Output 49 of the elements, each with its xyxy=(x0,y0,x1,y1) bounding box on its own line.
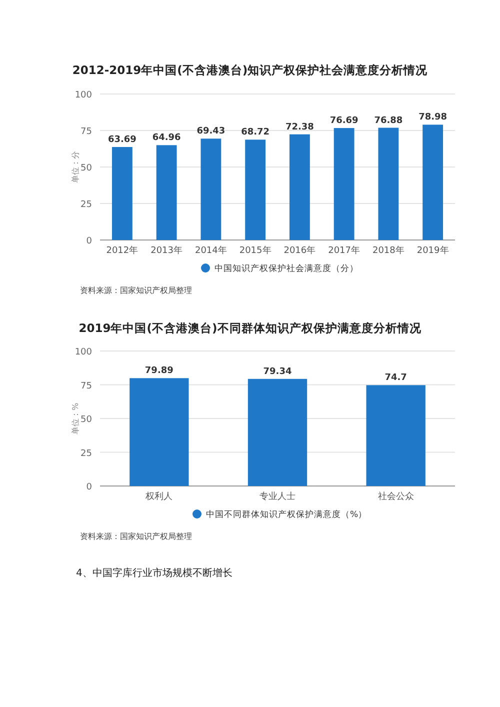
y-tick-label: 100 xyxy=(74,348,92,358)
bar xyxy=(334,128,354,240)
data-label: 76.69 xyxy=(330,116,358,126)
data-label: 68.72 xyxy=(241,128,270,138)
y-axis-title: 单位：% xyxy=(71,402,80,434)
data-label: 63.69 xyxy=(108,135,136,146)
bar xyxy=(245,140,266,240)
data-label: 79.89 xyxy=(144,366,174,376)
chart-title: 2019年中国(不含港澳台)不同群体知识产权保护满意度分析情况 xyxy=(78,321,422,335)
data-label: 79.34 xyxy=(263,366,292,377)
y-tick-label: 100 xyxy=(74,90,92,100)
y-tick-label: 75 xyxy=(80,381,92,392)
x-tick-label: 权利人 xyxy=(144,491,173,502)
data-label: 64.96 xyxy=(152,133,181,144)
x-tick-label: 专业人士 xyxy=(260,491,296,502)
bar xyxy=(378,128,399,240)
x-tick-label: 2012年 xyxy=(106,245,138,256)
y-tick-label: 75 xyxy=(80,127,92,137)
data-label: 69.43 xyxy=(196,126,226,137)
y-tick-label: 0 xyxy=(86,482,92,492)
chart-title: 2012-2019年中国(不含港澳台)知识产权保护社会满意度分析情况 xyxy=(72,63,429,77)
bar xyxy=(156,145,177,240)
y-tick-label: 50 xyxy=(80,415,92,425)
bar xyxy=(289,134,310,240)
y-tick-label: 25 xyxy=(80,448,92,459)
legend-label: 中国知识产权保护社会满意度（分） xyxy=(214,263,358,274)
x-tick-label: 社会公众 xyxy=(378,491,414,502)
y-tick-label: 25 xyxy=(80,200,92,210)
y-tick-label: 50 xyxy=(80,164,92,174)
bar xyxy=(112,147,132,240)
x-tick-label: 2019年 xyxy=(416,245,449,256)
text: 资料来源：国家知识产权局整理 xyxy=(80,532,192,541)
bar xyxy=(200,138,222,240)
x-tick-label: 2017年 xyxy=(328,245,360,256)
x-tick-label: 2013年 xyxy=(150,245,183,256)
text: 资料来源：国家知识产权局整理 xyxy=(80,286,192,295)
x-tick-label: 2018年 xyxy=(372,245,404,256)
x-tick-label: 2015年 xyxy=(239,245,272,256)
y-axis-title: 单位：分 xyxy=(71,151,80,183)
legend-label: 中国不同群体知识产权保护满意度（%） xyxy=(206,509,368,520)
x-tick-label: 2014年 xyxy=(194,245,227,256)
text: 4、中国字库行业市场规模不断增长 xyxy=(76,567,232,579)
y-tick-label: 0 xyxy=(86,236,92,246)
bar xyxy=(422,124,444,240)
data-label: 72.38 xyxy=(285,122,314,132)
data-label: 74.7 xyxy=(384,373,407,384)
x-tick-label: 2016年 xyxy=(284,245,316,256)
data-label: 78.98 xyxy=(418,112,448,123)
data-label: 76.88 xyxy=(374,116,403,126)
